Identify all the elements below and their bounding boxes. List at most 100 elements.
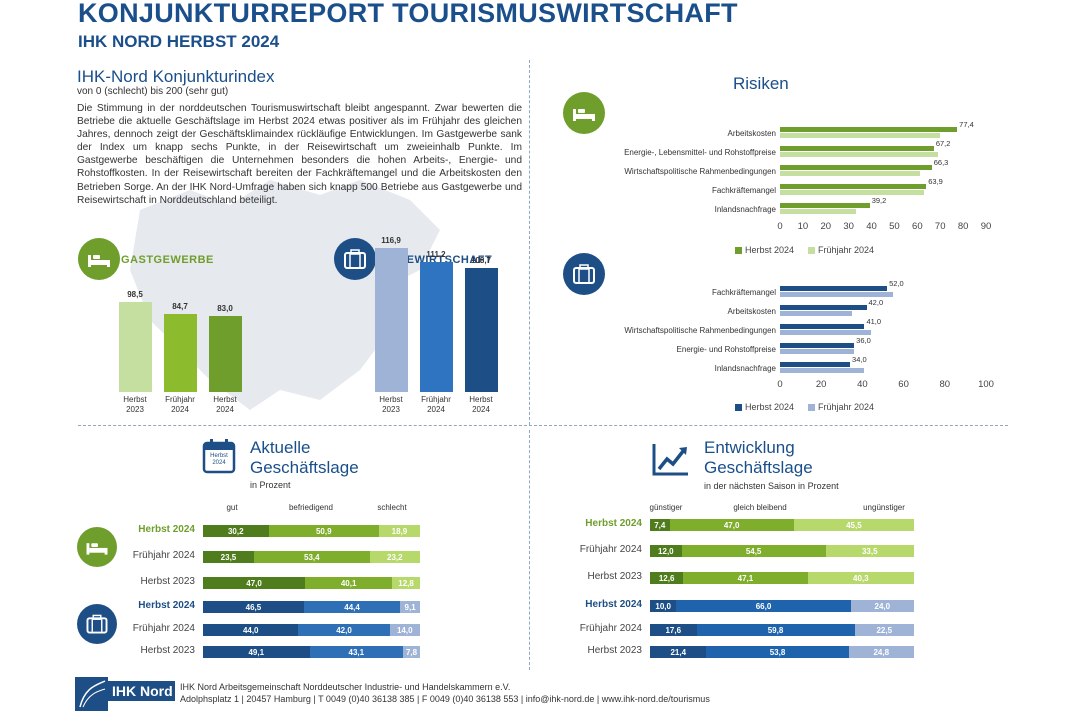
index-category-label: Herbst 2024 [213, 395, 237, 414]
stacked-segment: 53,8 [706, 646, 849, 658]
legend-label: Herbst 2024 [745, 402, 795, 412]
x-tick-label: 40 [866, 221, 877, 232]
row-period-label: Herbst 2024 [138, 524, 195, 535]
risk-value-label: 67,2 [935, 139, 951, 148]
risk-category-label: Fachkräftemangel [711, 288, 776, 297]
stacked-segment: 43,1 [309, 646, 404, 658]
stacked-segment: 30,2 [203, 525, 269, 537]
risk-bar-fruehjahr-2024 [780, 349, 855, 354]
x-tick-label: 20 [820, 221, 832, 232]
legend-item: Frühjahr 2024 [808, 245, 874, 255]
risk-bar-fruehjahr-2024 [780, 190, 925, 195]
index-value-label: 116,9 [381, 235, 401, 245]
index-title: IHK-Nord Konjunkturindex [77, 67, 275, 86]
aktuelle-title: Aktuelle Geschäftslage [250, 438, 380, 478]
risk-bar-herbst-2024 [780, 343, 855, 348]
column-header: befriedigend [288, 503, 334, 512]
x-tick-label: 80 [939, 379, 951, 390]
divider-vertical-top [529, 60, 530, 425]
stacked-segment: 44,0 [203, 624, 299, 636]
calendar-icon-text: Herbst 2024 [210, 453, 228, 466]
risk-bar-herbst-2024 [780, 184, 927, 189]
risk-bar-fruehjahr-2024 [780, 330, 871, 335]
stacked-segment: 17,6 [650, 624, 697, 636]
divider-horizontal [78, 425, 1008, 426]
risk-value-label: 36,0 [856, 336, 871, 345]
bed-icon [563, 92, 605, 134]
risk-bar-herbst-2024 [780, 362, 851, 367]
x-tick-label: 20 [815, 379, 827, 390]
stacked-segment: 24,0 [850, 600, 914, 612]
stacked-row: 17,6 59,8 22,5 [650, 624, 914, 636]
risk-category-label: Energie- und Rohstoffpreise [676, 345, 776, 354]
logo-text: IHK Nord [112, 683, 173, 699]
stacked-segment: 23,2 [369, 551, 420, 563]
chart-legend: Herbst 2024 Frühjahr 2024 [735, 245, 888, 255]
risk-value-label: 42,0 [868, 298, 884, 307]
legend-swatch [735, 247, 742, 255]
legend-item: Frühjahr 2024 [808, 402, 874, 412]
luggage-icon [563, 253, 605, 295]
risk-value-label: 66,3 [933, 158, 949, 167]
legend-item: Herbst 2024 [735, 402, 794, 412]
aktuelle-title-text: Aktuelle Geschäftslage [250, 438, 359, 477]
legend-swatch [808, 404, 816, 412]
stacked-row: 46,5 44,4 9,1 [203, 601, 420, 613]
stacked-segment: 14,0 [389, 624, 420, 636]
x-tick-label: 90 [980, 221, 992, 232]
risk-value-label: 34,0 [852, 355, 867, 364]
row-period-label: Frühjahr 2024 [132, 623, 195, 634]
stacked-segment: 10,0 [650, 600, 677, 612]
row-period-label: Frühjahr 2024 [132, 550, 195, 561]
risk-category-label: Arbeitskosten [727, 307, 776, 316]
stacked-row: 30,2 50,9 18,9 [203, 525, 420, 537]
risk-bar-herbst-2024 [780, 146, 934, 151]
stacked-segment: 45,5 [793, 519, 914, 531]
x-tick-label: 50 [889, 221, 900, 232]
row-period-label: Frühjahr 2024 [579, 544, 642, 555]
intro-text: Die Stimmung in der norddeutschen Touris… [77, 103, 522, 206]
risk-bar-fruehjahr-2024 [780, 311, 853, 316]
risiken-title: Risiken [733, 74, 789, 93]
stacked-segment: 44,4 [303, 601, 401, 613]
column-header: gleich bleibend [733, 503, 787, 512]
stacked-segment: 47,0 [203, 577, 306, 589]
trend-chart-icon [652, 442, 690, 481]
stacked-row: 12,6 47,1 40,3 [650, 572, 914, 584]
chart-legend: Herbst 2024 Frühjahr 2024 [735, 402, 888, 412]
footer-address-line2: Adolphsplatz 1 | 20457 Hamburg | T 0049 … [180, 694, 710, 704]
stacked-segment: 40,3 [807, 572, 914, 584]
stacked-segment: 49,1 [203, 646, 310, 658]
risk-bar-herbst-2024 [780, 127, 958, 132]
risk-bar-fruehjahr-2024 [780, 292, 894, 297]
risk-category-label: Fachkräftemangel [711, 186, 776, 195]
entwicklung-title-text: Entwicklung Geschäftslage [704, 438, 813, 477]
risk-bar-fruehjahr-2024 [780, 209, 856, 214]
stacked-segment: 54,5 [681, 545, 826, 557]
row-period-label: Herbst 2024 [138, 600, 195, 611]
risk-value-label: 52,0 [889, 279, 904, 288]
row-period-label: Herbst 2023 [587, 571, 642, 582]
risk-category-label: Wirtschaftspolitische Rahmenbedingungen [624, 326, 776, 335]
row-period-label: Herbst 2023 [140, 576, 195, 587]
footer-address-line1: IHK Nord Arbeitsgemeinschaft Norddeutsch… [180, 682, 511, 692]
risk-bar-fruehjahr-2024 [780, 152, 938, 157]
stacked-segment: 7,8 [403, 646, 420, 658]
x-tick-label: 70 [934, 221, 946, 232]
legend-swatch [735, 404, 742, 412]
legend-label: Frühjahr 2024 [818, 245, 875, 255]
risk-bar-herbst-2024 [780, 305, 867, 310]
stacked-segment: 9,1 [400, 601, 420, 613]
stacked-segment: 46,5 [203, 601, 304, 613]
index-category-label: Herbst 2024 [469, 395, 493, 414]
index-bar [375, 247, 408, 392]
stacked-segment: 24,8 [848, 646, 914, 658]
germany-map-background [130, 180, 440, 410]
entwicklung-unit: in der nächsten Saison in Prozent [704, 481, 839, 491]
legend-swatch [808, 247, 816, 255]
ihk-nord-logo: IHK Nord [75, 677, 175, 714]
stacked-segment: 23,5 [203, 551, 254, 563]
stacked-segment: 47,1 [683, 572, 808, 584]
risk-category-label: Inlandsnachfrage [714, 364, 776, 373]
stacked-segment: 50,9 [268, 525, 379, 537]
